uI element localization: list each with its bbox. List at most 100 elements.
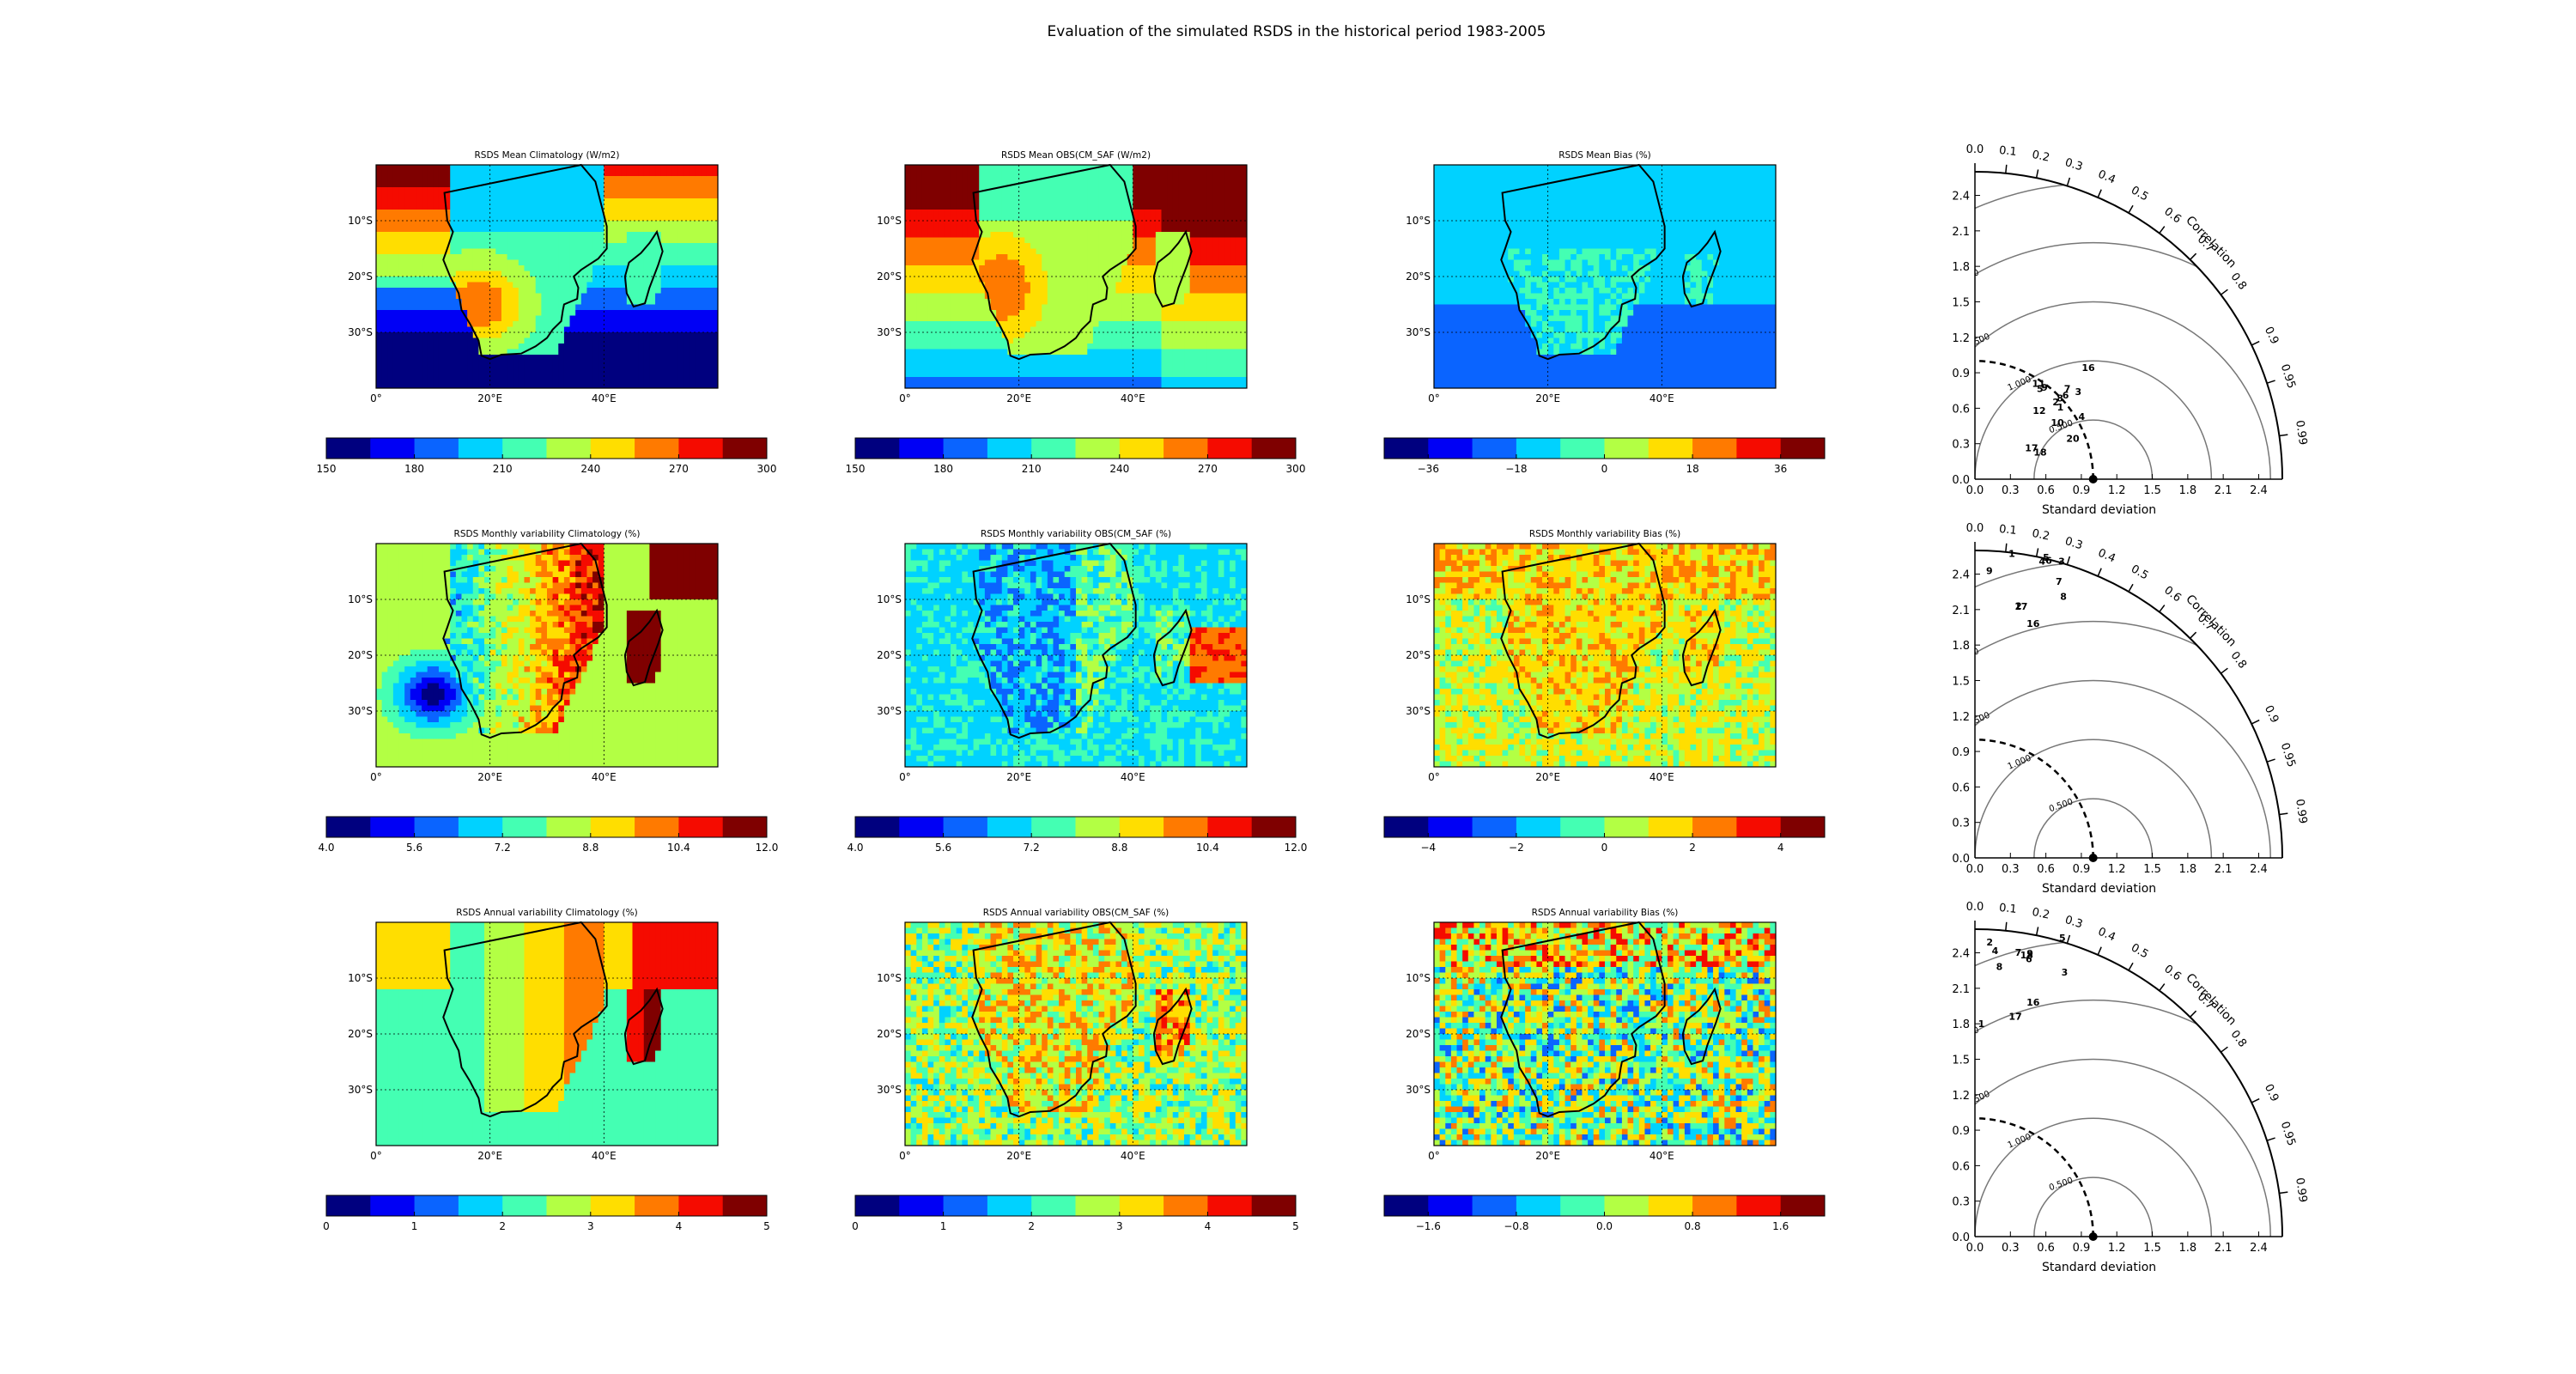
heatmap-cell bbox=[450, 165, 456, 171]
heatmap-cell bbox=[1036, 171, 1042, 177]
heatmap-cell bbox=[433, 377, 439, 383]
heatmap-cell bbox=[1048, 216, 1054, 222]
heatmap-cell bbox=[633, 377, 639, 383]
heatmap-cell bbox=[1462, 165, 1468, 171]
heatmap-cell bbox=[1059, 294, 1065, 300]
heatmap-cell bbox=[661, 171, 667, 177]
heatmap-cell bbox=[1133, 316, 1139, 322]
heatmap-cell bbox=[649, 165, 655, 171]
heatmap-cell bbox=[507, 165, 513, 171]
heatmap-cell bbox=[695, 193, 701, 199]
heatmap-cell bbox=[627, 227, 633, 233]
heatmap-cell bbox=[985, 377, 991, 383]
heatmap-cell bbox=[1195, 338, 1201, 344]
heatmap-cell bbox=[678, 344, 684, 350]
heatmap-cell bbox=[1184, 277, 1190, 283]
heatmap-cell bbox=[1013, 210, 1019, 216]
heatmap-cell bbox=[1042, 321, 1048, 327]
heatmap-cell bbox=[1178, 171, 1184, 177]
heatmap-cell bbox=[1002, 187, 1008, 193]
heatmap-cell bbox=[916, 332, 922, 338]
heatmap-cell bbox=[1007, 283, 1013, 289]
heatmap-cell bbox=[462, 198, 468, 204]
heatmap-cell bbox=[484, 260, 490, 266]
heatmap-cell bbox=[519, 366, 525, 372]
heatmap-cell bbox=[1150, 377, 1156, 383]
heatmap-cell bbox=[1002, 238, 1008, 244]
heatmap-cell bbox=[661, 327, 667, 333]
heatmap-cell bbox=[1065, 254, 1071, 260]
heatmap-cell bbox=[962, 321, 968, 327]
heatmap-cell bbox=[467, 171, 473, 177]
heatmap-cell bbox=[695, 165, 701, 171]
heatmap-cell bbox=[490, 338, 496, 344]
heatmap-cell bbox=[410, 187, 416, 193]
heatmap-cell bbox=[1133, 338, 1139, 344]
heatmap-cell bbox=[707, 327, 713, 333]
heatmap-cell bbox=[1565, 171, 1571, 177]
heatmap-cell bbox=[655, 171, 661, 177]
heatmap-cell bbox=[649, 338, 655, 344]
heatmap-cell bbox=[974, 350, 980, 356]
heatmap-cell bbox=[701, 238, 707, 244]
heatmap-cell bbox=[678, 187, 684, 193]
heatmap-cell bbox=[911, 260, 917, 266]
heatmap-cell bbox=[404, 327, 410, 333]
heatmap-cell bbox=[1440, 165, 1446, 171]
heatmap-cell bbox=[1002, 316, 1008, 322]
heatmap-cell bbox=[456, 361, 462, 367]
heatmap-cell bbox=[439, 204, 445, 210]
heatmap-cell bbox=[610, 294, 616, 300]
heatmap-cell bbox=[1218, 377, 1224, 383]
heatmap-cell bbox=[410, 260, 416, 266]
heatmap-cell bbox=[416, 294, 422, 300]
heatmap-cell bbox=[592, 361, 598, 367]
heatmap-cell bbox=[1156, 221, 1162, 227]
heatmap-cell bbox=[1145, 216, 1151, 222]
heatmap-cell bbox=[968, 216, 974, 222]
heatmap-cell bbox=[661, 350, 667, 356]
heatmap-cell bbox=[1741, 165, 1747, 171]
heatmap-cell bbox=[1747, 165, 1753, 171]
heatmap-cell bbox=[507, 294, 513, 300]
heatmap-cell bbox=[974, 171, 980, 177]
heatmap-cell bbox=[1162, 338, 1168, 344]
heatmap-cell bbox=[1201, 265, 1207, 271]
heatmap-cell bbox=[393, 305, 399, 311]
heatmap-cell bbox=[1099, 227, 1105, 233]
heatmap-cell bbox=[1230, 249, 1236, 255]
heatmap-cell bbox=[695, 232, 701, 238]
heatmap-cell bbox=[581, 210, 587, 216]
heatmap-cell bbox=[695, 238, 701, 244]
heatmap-cell bbox=[922, 171, 928, 177]
heatmap-cell bbox=[678, 182, 684, 188]
heatmap-cell bbox=[945, 210, 951, 216]
heatmap-cell bbox=[1115, 299, 1121, 305]
heatmap-cell bbox=[922, 165, 928, 171]
heatmap-cell bbox=[1048, 271, 1054, 277]
heatmap-cell bbox=[655, 227, 661, 233]
heatmap-cell bbox=[1207, 238, 1213, 244]
colorbar-tick-label: 300 bbox=[757, 463, 777, 475]
heatmap-cell bbox=[524, 277, 530, 283]
heatmap-cell bbox=[1218, 265, 1224, 271]
heatmap-cell bbox=[649, 294, 655, 300]
heatmap-cell bbox=[974, 288, 980, 294]
heatmap-cell bbox=[1110, 355, 1116, 361]
heatmap-cell bbox=[690, 193, 696, 199]
heatmap-cell bbox=[666, 271, 672, 277]
heatmap-cell bbox=[433, 243, 439, 249]
heatmap-cell bbox=[1150, 310, 1156, 316]
heatmap-cell bbox=[433, 176, 439, 182]
heatmap-cell bbox=[456, 216, 462, 222]
heatmap-cell bbox=[690, 165, 696, 171]
heatmap-cell bbox=[524, 294, 530, 300]
heatmap-cell bbox=[558, 283, 564, 289]
heatmap-cell bbox=[951, 165, 957, 171]
heatmap-cell bbox=[513, 310, 519, 316]
heatmap-cell bbox=[661, 198, 667, 204]
heatmap-cell bbox=[1162, 243, 1168, 249]
heatmap-cell bbox=[501, 182, 507, 188]
heatmap-cell bbox=[979, 294, 985, 300]
heatmap-cell bbox=[1542, 165, 1548, 171]
